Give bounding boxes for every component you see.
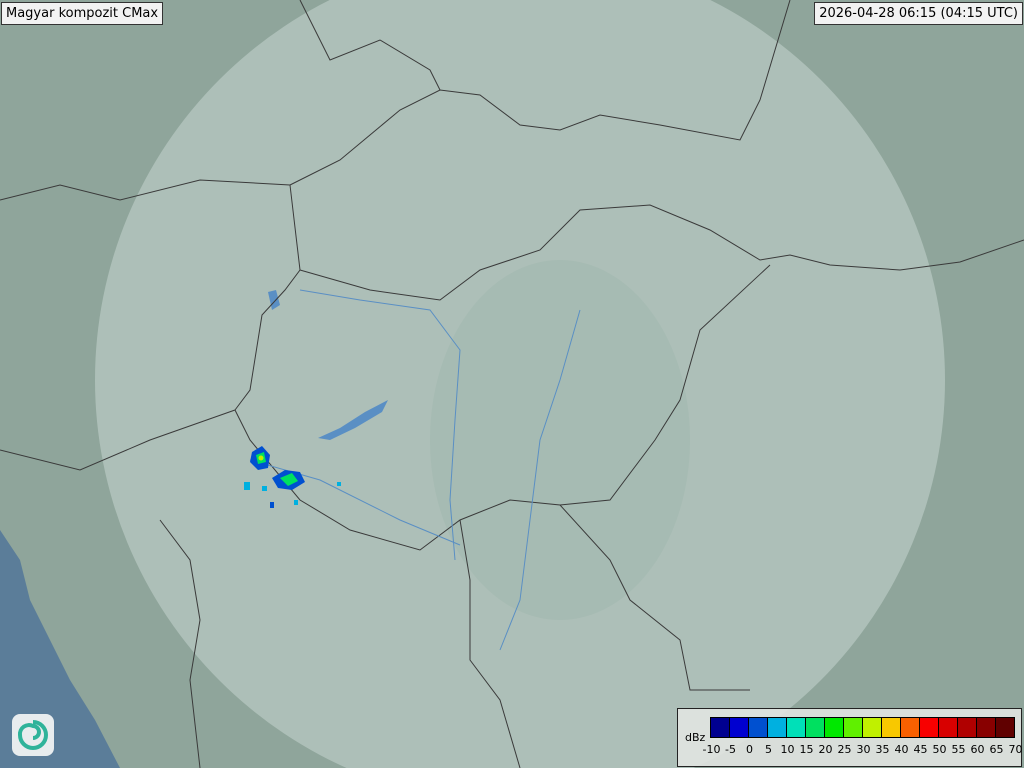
legend-swatch bbox=[806, 718, 825, 737]
legend-tick-label: 70 bbox=[1008, 743, 1023, 756]
legend-tick-label: 25 bbox=[837, 743, 852, 756]
legend-tick-label: -5 bbox=[725, 743, 736, 756]
legend-swatch bbox=[749, 718, 768, 737]
legend-tick-label: 35 bbox=[875, 743, 890, 756]
legend-tick-label: 50 bbox=[932, 743, 947, 756]
legend-swatch bbox=[730, 718, 749, 737]
timestamp: 2026-04-28 06:15 (04:15 UTC) bbox=[814, 2, 1023, 25]
legend-swatch bbox=[958, 718, 977, 737]
legend-swatch bbox=[901, 718, 920, 737]
legend-tick-label: 60 bbox=[970, 743, 985, 756]
legend-swatch bbox=[977, 718, 996, 737]
legend-tick-label: 10 bbox=[780, 743, 795, 756]
legend-tick-label: 45 bbox=[913, 743, 928, 756]
legend-swatch bbox=[844, 718, 863, 737]
legend-swatch bbox=[825, 718, 844, 737]
legend-swatch bbox=[939, 718, 958, 737]
product-title: Magyar kompozit CMax bbox=[1, 2, 164, 25]
legend-tick-label: 15 bbox=[799, 743, 814, 756]
legend-swatch bbox=[768, 718, 787, 737]
legend-swatch bbox=[711, 718, 730, 737]
legend-ticks: -10 -5 0 5 10 15 20 25 30 35 40 45 50 55 60 65 70 bbox=[702, 743, 1024, 756]
legend-swatch bbox=[863, 718, 882, 737]
dbz-color-legend: dBz -10 -5 0 5 10 15 20 25 30 35 40 45 50 55 60 65 70 bbox=[677, 708, 1024, 767]
legend-tick-label: 20 bbox=[818, 743, 833, 756]
adriatic-sea bbox=[0, 530, 120, 768]
great-plain bbox=[430, 260, 690, 620]
legend-tick-label: 40 bbox=[894, 743, 909, 756]
legend-tick-label: 5 bbox=[765, 743, 772, 756]
legend-tick-label: 30 bbox=[856, 743, 871, 756]
legend-tick-label: 0 bbox=[746, 743, 753, 756]
legend-tick-label: -10 bbox=[702, 743, 721, 756]
swirl-logo-icon bbox=[12, 714, 54, 756]
color-scale bbox=[710, 717, 1015, 738]
lake-balaton bbox=[318, 400, 388, 440]
legend-unit: dBz bbox=[685, 731, 706, 744]
legend-tick-label: 55 bbox=[951, 743, 966, 756]
legend-swatch bbox=[996, 718, 1014, 737]
legend-swatch bbox=[882, 718, 901, 737]
legend-swatch bbox=[920, 718, 939, 737]
legend-swatch bbox=[787, 718, 806, 737]
radar-echoes bbox=[244, 446, 341, 508]
legend-tick-label: 65 bbox=[989, 743, 1004, 756]
